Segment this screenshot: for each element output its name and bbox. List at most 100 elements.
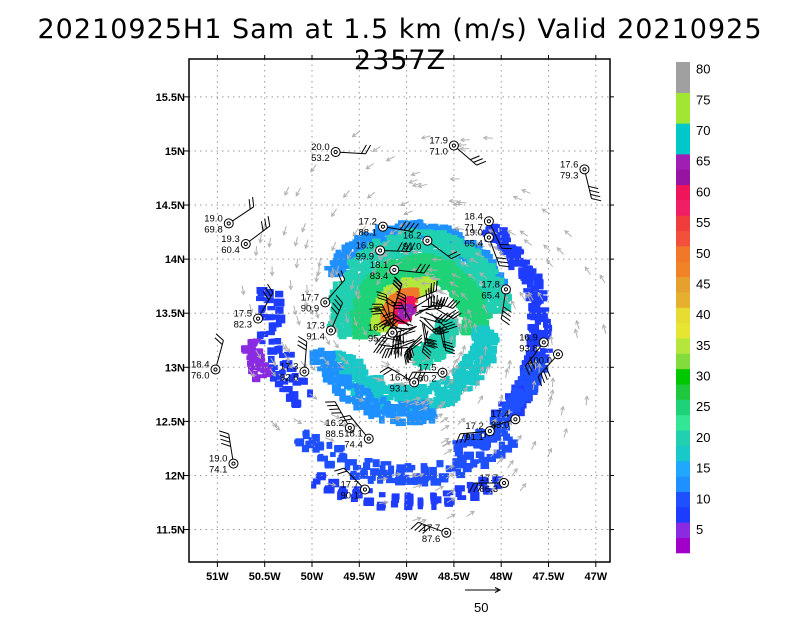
station-value: 87.6 (422, 534, 441, 545)
station-value: 95.2 (368, 334, 387, 345)
station-temperature: 18.1 (344, 429, 363, 440)
station-temperature: 19.3 (221, 234, 240, 245)
dropsonde-station: 18.183.4 (370, 260, 400, 282)
y-axis-ticks: 11.5N 12N 12.5N 13N 13.5N 14N 14.5N 15N 15.5N (156, 92, 614, 537)
wind-barb (413, 286, 433, 309)
y-tick-label: 13.5N (156, 308, 185, 320)
station-temperature: 17.7 (340, 480, 359, 491)
wind-arrow (403, 210, 413, 216)
wind-arrow (353, 316, 358, 327)
wind-arrow (258, 233, 263, 244)
station-value: 90.1 (340, 491, 359, 502)
wind-arrow (366, 191, 376, 199)
wind-arrow (424, 271, 435, 277)
colorbar-swatch (676, 491, 690, 508)
wind-arrow (463, 323, 468, 334)
wind-arrow (519, 291, 526, 301)
wind-arrow (490, 449, 498, 458)
colorbar-swatch (676, 368, 690, 385)
wind-arrow (467, 318, 473, 329)
wind-arrow (548, 395, 553, 406)
wind-arrow (452, 364, 459, 374)
wind-arrow (317, 257, 322, 268)
wind-arrow (434, 404, 444, 411)
wind-arrow (474, 252, 485, 258)
wind-arrow (326, 482, 337, 487)
wind-barb (392, 330, 416, 348)
dropsonde-station: 17.291.1 (465, 421, 495, 443)
wind-arrow (463, 316, 468, 326)
colorbar-swatch (676, 138, 690, 155)
station-value: 69.8 (204, 224, 223, 235)
wind-arrow (504, 367, 509, 378)
wind-arrow (452, 202, 463, 207)
west-patch (241, 338, 272, 383)
reference-vector-head (494, 587, 502, 593)
wind-arrow (443, 449, 453, 455)
wind-arrow (337, 361, 345, 370)
wind-arrow (418, 406, 429, 412)
wind-arrow (479, 365, 485, 376)
station-value: 99.9 (356, 251, 375, 262)
wind-arrow (385, 156, 395, 162)
colorbar-label: 5 (696, 522, 703, 537)
wind-barb (431, 299, 461, 309)
colorbar-swatch (676, 307, 690, 324)
station-temperature: 16.9 (519, 332, 538, 343)
wind-barb (371, 303, 393, 325)
station-value: 80.2 (418, 374, 437, 385)
wind-arrow (331, 414, 341, 419)
wind-arrow (413, 276, 424, 282)
wind-arrow (521, 189, 531, 194)
wind-arrow (359, 225, 366, 234)
wind-arrow (474, 379, 480, 390)
wind-barb (488, 237, 510, 268)
wind-arrow (372, 146, 381, 152)
inner-band-magenta (397, 304, 416, 320)
wind-arrow (308, 362, 316, 371)
wind-arrow (511, 467, 518, 477)
wind-barb (423, 323, 438, 348)
wind-arrow (546, 259, 554, 268)
colorbar-swatch (676, 62, 690, 78)
wind-arrow (304, 284, 310, 296)
wind-arrow (439, 417, 449, 424)
wind-arrow (531, 440, 537, 450)
station-temperature: 19.0 (204, 213, 223, 224)
y-tick-label: 15N (165, 146, 185, 158)
wind-barb (339, 415, 370, 440)
wind-arrow (490, 418, 497, 427)
wind-barb (297, 336, 308, 372)
wind-barb (396, 290, 407, 318)
wind-arrow (365, 163, 374, 170)
wind-arrow (456, 200, 467, 205)
wind-arrow (355, 397, 365, 402)
wind-barb (405, 334, 423, 361)
wind-arrow (349, 280, 355, 291)
colorbar-swatch (676, 292, 690, 308)
station-temperature: 16.2 (403, 231, 422, 242)
wind-barb (421, 330, 432, 359)
wind-arrow (459, 146, 470, 152)
wind-arrow (377, 476, 389, 482)
colorbar-swatch (676, 215, 690, 232)
station-temperature: 17.8 (481, 279, 500, 290)
wind-arrow (498, 251, 507, 259)
station-temperature: 16.4 (390, 372, 409, 383)
wind-arrow (427, 267, 438, 273)
station-value: 79.3 (560, 170, 579, 181)
wind-arrow (477, 395, 484, 404)
wind-arrow (283, 353, 290, 362)
wind-arrow (282, 226, 287, 236)
wind-arrow (411, 267, 422, 272)
wind-arrow (533, 359, 538, 370)
colorbar-swatch (676, 445, 690, 462)
dropsonde-station: 16.493.1 (390, 372, 420, 394)
lat-lon-grid (189, 59, 610, 562)
wind-barb (419, 313, 449, 324)
wind-arrow (284, 344, 291, 354)
wind-arrow (314, 272, 319, 283)
wind-arrow (526, 293, 532, 303)
dropsonde-station: 17.787.6 (422, 523, 452, 545)
wind-barb (537, 353, 559, 387)
